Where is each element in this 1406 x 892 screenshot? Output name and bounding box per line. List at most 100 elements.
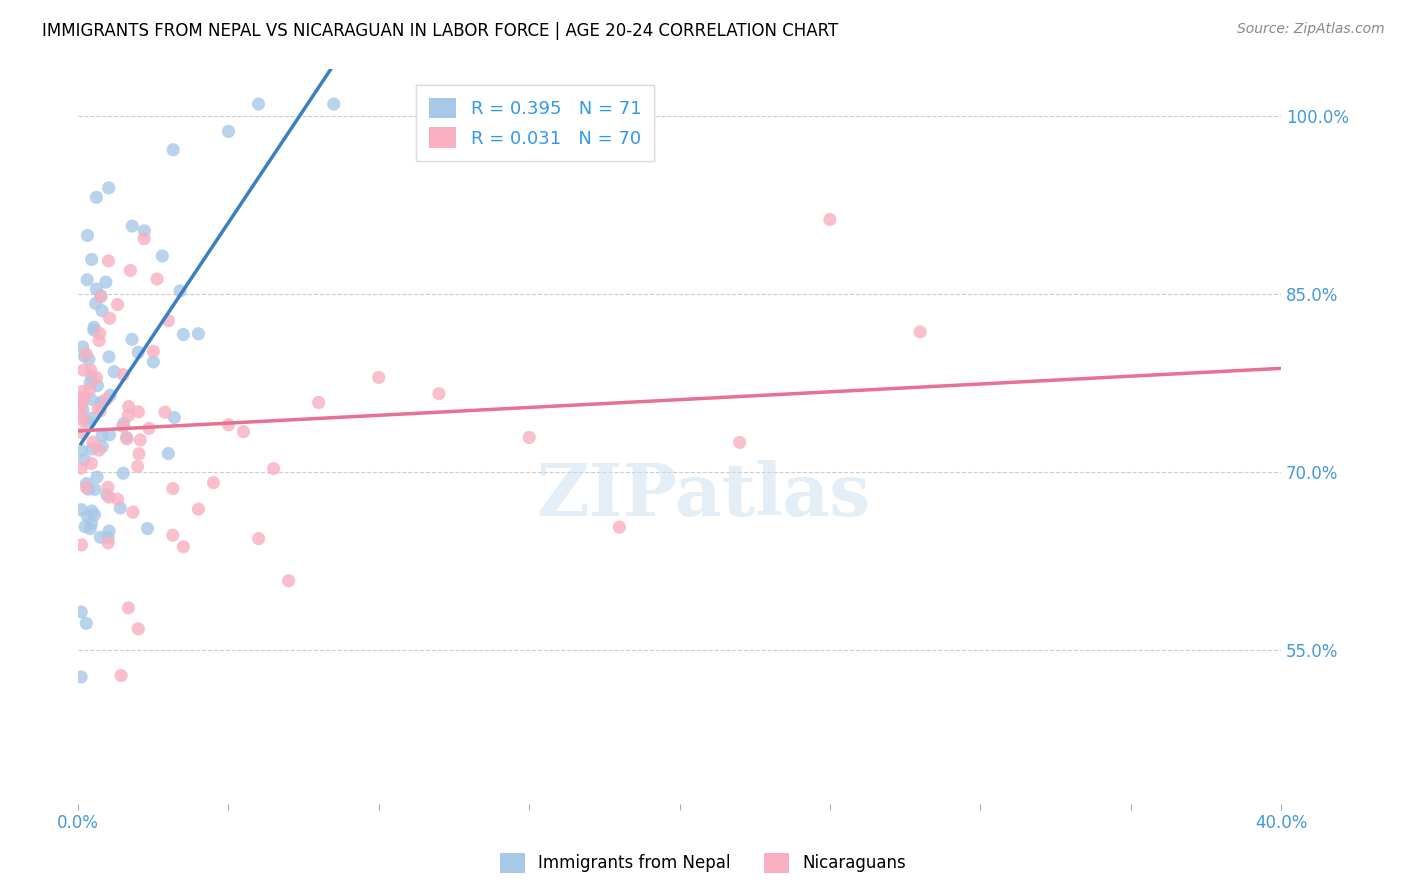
Point (73, 452, 96, 467)
Point (128, 447, 150, 461)
Point (72, 413, 94, 427)
Point (157, 446, 180, 460)
Point (75, 616, 97, 631)
Point (150, 249, 173, 263)
Point (172, 327, 194, 342)
Point (87, 402, 110, 417)
Point (75, 347, 97, 361)
Point (202, 475, 225, 490)
Point (80, 369, 103, 384)
Point (80, 457, 103, 471)
Legend: R = 0.395   N = 71, R = 0.031   N = 70: R = 0.395 N = 71, R = 0.031 N = 70 (416, 85, 654, 161)
Point (97, 536, 120, 550)
Point (72, 340, 94, 354)
Point (367, 370, 389, 384)
Point (818, 212, 841, 227)
Point (89, 326, 111, 341)
Point (70, 461, 93, 475)
Legend: Immigrants from Nepal, Nicaraguans: Immigrants from Nepal, Nicaraguans (494, 847, 912, 880)
Point (110, 501, 132, 516)
Point (112, 467, 135, 481)
Point (111, 419, 134, 434)
Point (98, 427, 121, 442)
Point (90, 288, 112, 302)
Point (97, 490, 120, 504)
Point (138, 421, 160, 435)
Point (70, 605, 93, 619)
Point (107, 492, 129, 507)
Point (172, 540, 194, 554)
Point (70, 443, 93, 458)
Point (97, 480, 120, 494)
Point (96, 488, 118, 502)
Point (142, 355, 165, 369)
Point (87, 443, 110, 458)
Point (83, 320, 105, 334)
Point (76, 273, 98, 287)
Point (97, 253, 120, 268)
Point (263, 461, 285, 475)
Point (127, 459, 149, 474)
Point (73, 519, 96, 533)
Point (70, 502, 93, 516)
Point (79, 522, 101, 536)
Point (162, 143, 184, 157)
Point (75, 481, 97, 495)
Point (77, 352, 100, 367)
Point (112, 417, 135, 431)
Point (77, 415, 100, 429)
Point (89, 530, 111, 544)
Point (98, 524, 121, 538)
Point (110, 668, 132, 682)
Point (80, 363, 103, 377)
Point (217, 124, 239, 138)
Point (97, 181, 120, 195)
Point (76, 228, 98, 243)
Point (80, 504, 103, 518)
Point (136, 521, 159, 535)
Point (247, 532, 270, 546)
Point (134, 224, 156, 238)
Point (247, 97, 270, 112)
Point (89, 404, 111, 418)
Point (86, 190, 108, 204)
Point (153, 405, 176, 419)
Point (308, 395, 330, 409)
Point (118, 400, 141, 414)
Point (80, 252, 103, 267)
Point (70, 538, 93, 552)
Point (86, 370, 108, 384)
Point (187, 502, 209, 516)
Point (121, 219, 143, 233)
Point (232, 425, 254, 439)
Point (73, 390, 96, 404)
Point (86, 282, 108, 296)
Point (163, 410, 186, 425)
Point (70, 670, 93, 684)
Point (146, 272, 169, 286)
Point (83, 508, 105, 522)
Point (97, 531, 120, 545)
Point (157, 314, 180, 328)
Point (73, 349, 96, 363)
Point (97, 350, 120, 364)
Point (132, 232, 155, 246)
Point (122, 505, 145, 519)
Point (609, 520, 631, 534)
Point (72, 403, 94, 417)
Point (142, 344, 165, 359)
Point (112, 368, 135, 382)
Point (117, 600, 139, 615)
Point (70, 399, 93, 413)
Point (127, 622, 149, 636)
Point (83, 323, 105, 337)
Text: ZIPatlas: ZIPatlas (537, 459, 870, 531)
Point (80, 411, 103, 425)
Point (96, 392, 118, 406)
Point (187, 326, 209, 341)
Point (121, 332, 143, 346)
Point (76, 508, 98, 523)
Point (127, 405, 149, 419)
Point (90, 395, 112, 409)
Point (70, 398, 93, 412)
